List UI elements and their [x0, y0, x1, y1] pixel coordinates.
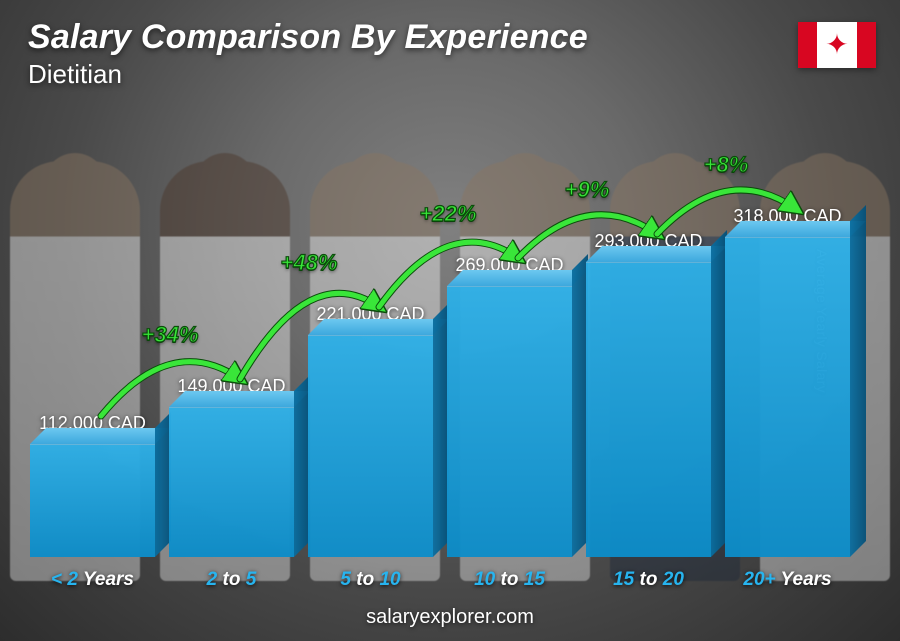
category-label: < 2 Years	[51, 569, 134, 591]
bar-chart: 112,000 CAD< 2 Years149,000 CAD2 to 5221…	[30, 71, 850, 591]
bar-top-face	[308, 319, 449, 335]
bar	[725, 237, 850, 557]
bar-top-face	[447, 270, 588, 286]
bar	[169, 407, 294, 557]
chart-column: 318,000 CAD20+ Years	[725, 206, 850, 591]
bar-front-face	[169, 407, 294, 557]
bar-front-face	[30, 444, 155, 557]
page-title: Salary Comparison By Experience	[28, 18, 588, 57]
chart-column: 269,000 CAD10 to 15	[447, 255, 572, 591]
chart-column: 149,000 CAD2 to 5	[169, 376, 294, 591]
bar-front-face	[308, 335, 433, 557]
bar-front-face	[586, 262, 711, 557]
bar-top-face	[725, 221, 866, 237]
bar	[447, 286, 572, 557]
category-label: 20+ Years	[743, 569, 831, 591]
bar-top-face	[586, 246, 727, 262]
chart-column: 112,000 CAD< 2 Years	[30, 413, 155, 591]
bar-side-face	[850, 205, 866, 557]
chart-column: 293,000 CAD15 to 20	[586, 231, 711, 591]
country-flag-canada: ✦	[798, 22, 876, 68]
maple-leaf-icon: ✦	[825, 31, 848, 59]
bar-front-face	[447, 286, 572, 557]
bar	[308, 335, 433, 557]
chart-column: 221,000 CAD5 to 10	[308, 304, 433, 591]
bar-top-face	[169, 391, 310, 407]
category-label: 15 to 20	[613, 569, 684, 591]
flag-band-right	[857, 22, 876, 68]
category-label: 2 to 5	[207, 569, 257, 591]
category-label: 10 to 15	[474, 569, 545, 591]
flag-center: ✦	[817, 22, 857, 68]
bar	[30, 444, 155, 557]
category-label: 5 to 10	[340, 569, 400, 591]
flag-band-left	[798, 22, 817, 68]
bar-front-face	[725, 237, 850, 557]
bar-top-face	[30, 428, 171, 444]
footer-source: salaryexplorer.com	[0, 606, 900, 629]
bar	[586, 262, 711, 557]
